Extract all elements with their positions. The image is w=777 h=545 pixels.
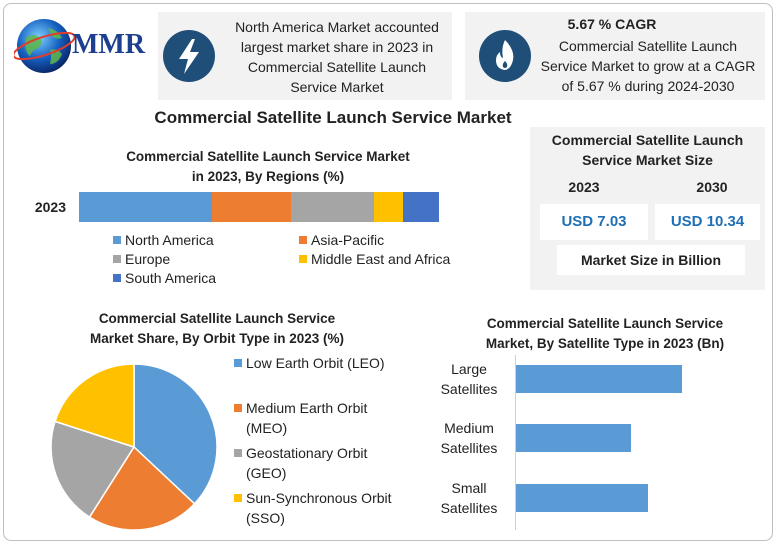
legend-label: Sun-Synchronous Orbit (SSO) [246, 490, 392, 526]
bar [516, 365, 682, 393]
bar-segment [374, 192, 403, 222]
category-label: Medium Satellites [440, 420, 498, 456]
highlight-text: Service Market to grow at a CAGR [540, 58, 756, 74]
pie-slice [50, 420, 136, 519]
axis-line [515, 355, 516, 530]
chart-title: Market Share, By Orbit Type in 2023 (%) [89, 331, 345, 346]
highlight-text: of 5.67 % during 2024-2030 [561, 78, 735, 94]
pie-slice [88, 445, 196, 531]
legend-marker [113, 255, 121, 263]
frame [3, 3, 773, 541]
bar [516, 484, 648, 512]
legend-marker [299, 255, 307, 263]
legend-label: Asia-Pacific [311, 232, 385, 248]
chart-title: Commercial Satellite Launch Service [486, 316, 724, 331]
bar-segment [79, 192, 213, 222]
value-box [655, 204, 760, 240]
value-box [540, 204, 648, 240]
highlight-icon [163, 30, 215, 82]
legend-marker [234, 359, 242, 367]
market-size-title: Commercial Satellite Launch [551, 132, 744, 148]
category-label: 2023 [34, 199, 66, 215]
legend-label: Geostationary Orbit (GEO) [246, 445, 368, 481]
highlight-icon [479, 30, 531, 82]
category-label: Small Satellites [440, 480, 498, 516]
logo-text: MMR [72, 29, 146, 60]
highlight-text: Commercial Satellite Launch [558, 38, 738, 54]
main-title: Commercial Satellite Launch Service Mark… [154, 108, 512, 127]
note-box [557, 245, 745, 275]
bar-segment [403, 192, 439, 222]
highlight-text: largest market share in 2023 in [240, 39, 434, 55]
pie-slice [133, 363, 218, 505]
logo-globe [14, 19, 76, 73]
legend-marker [113, 236, 121, 244]
legend-marker [234, 404, 242, 412]
market-size-value: USD 7.03 [561, 213, 627, 230]
bar-segment [212, 192, 292, 222]
market-size-title: Service Market Size [582, 152, 713, 168]
market-size-value: USD 10.34 [670, 213, 745, 230]
legend-marker [113, 274, 121, 282]
legend-label: Europe [125, 251, 171, 267]
legend-label: South America [125, 270, 217, 286]
legend-label: Low Earth Orbit (LEO) [246, 355, 385, 371]
legend-marker [234, 494, 242, 502]
highlight-text: North America Market accounted [235, 19, 439, 35]
chart-title: Commercial Satellite Launch Service [98, 311, 336, 326]
highlight-heading: 5.67 % CAGR [567, 16, 657, 32]
bar-segment [291, 192, 375, 222]
legend-label: North America [125, 232, 214, 248]
legend-label: Middle East and Africa [311, 251, 451, 267]
highlight-text: Service Market [290, 79, 384, 95]
legend-marker [234, 449, 242, 457]
market-size-year: 2030 [696, 179, 728, 195]
bar [516, 424, 631, 452]
legend-label: Medium Earth Orbit (MEO) [246, 400, 368, 436]
chart-title: in 2023, By Regions (%) [191, 169, 345, 184]
market-size-note: Market Size in Billion [580, 252, 722, 268]
market-size-year: 2023 [568, 179, 600, 195]
highlight-text: Commercial Satellite Launch [247, 59, 427, 75]
pie-slice [54, 363, 135, 449]
category-label: Large Satellites [440, 361, 498, 397]
chart-title: Commercial Satellite Launch Service Mark… [126, 149, 410, 164]
legend-marker [299, 236, 307, 244]
chart-title: Market, By Satellite Type in 2023 (Bn) [485, 336, 725, 351]
